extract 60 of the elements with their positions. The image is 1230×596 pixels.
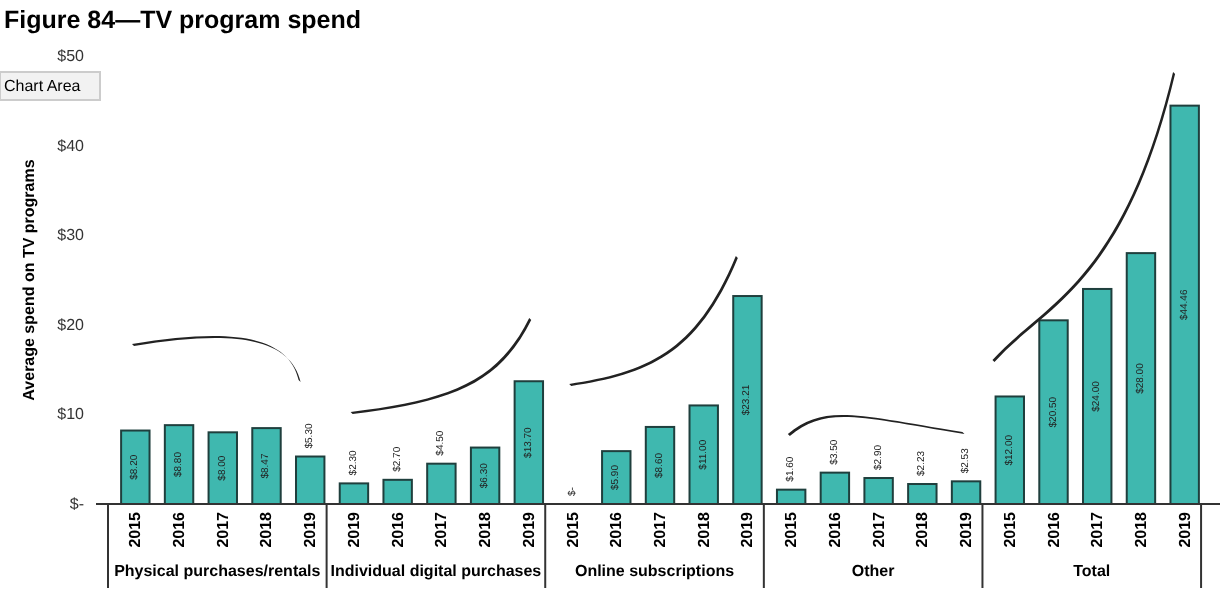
bar xyxy=(1038,319,1069,505)
text: Online subscriptions xyxy=(574,562,736,580)
x-tick-label: 2019 xyxy=(519,510,538,548)
bar xyxy=(120,429,151,505)
x-tick-label: 2015 xyxy=(126,510,145,548)
bar xyxy=(1125,252,1157,505)
x-tick-label: 2016 xyxy=(607,510,626,548)
x-tick-label: 2018 xyxy=(257,510,276,548)
bar xyxy=(163,424,195,505)
bar xyxy=(426,462,457,505)
x-tick-label: 2018 xyxy=(1131,510,1150,548)
x-tick-label: 2015 xyxy=(1000,510,1019,548)
bar xyxy=(295,455,326,505)
x-tick-label: 2017 xyxy=(1088,510,1107,548)
x-tick-label: 2019 xyxy=(344,510,363,548)
bar xyxy=(338,482,370,505)
y-axis-title: Average spend on TV programs xyxy=(20,158,38,401)
y-tick-label: $10 xyxy=(57,405,86,424)
text: Total xyxy=(1073,562,1111,580)
bar xyxy=(819,471,851,505)
chart-title: Figure 84—TV program spend xyxy=(4,6,362,34)
x-tick-label: 2019 xyxy=(301,510,320,548)
y-tick-label: $- xyxy=(69,495,85,513)
x-tick-label: 2019 xyxy=(738,510,757,548)
bar xyxy=(1082,287,1113,505)
text: Chart Area xyxy=(4,77,82,95)
y-tick-label: $50 xyxy=(57,47,86,65)
x-tick-label: 2016 xyxy=(825,510,844,548)
x-tick-label: 2018 xyxy=(913,510,932,548)
bar xyxy=(207,431,238,505)
bar xyxy=(382,478,413,505)
bar xyxy=(688,404,719,505)
bar xyxy=(907,483,938,505)
bar xyxy=(950,480,982,505)
text: Individual digital purchases xyxy=(330,562,543,580)
x-tick-label: 2016 xyxy=(388,510,407,548)
bar xyxy=(251,427,282,505)
bar xyxy=(644,425,676,505)
x-tick-label: 2015 xyxy=(563,510,582,548)
x-tick-label: 2017 xyxy=(651,510,669,548)
x-tick-label: 2018 xyxy=(694,510,713,548)
x-tick-label: 2016 xyxy=(170,510,189,548)
y-tick-label: $30 xyxy=(57,226,86,245)
bar xyxy=(1169,104,1200,505)
y-tick-label: $40 xyxy=(57,136,86,155)
x-tick-label: 2017 xyxy=(432,510,451,548)
x-tick-label: 2015 xyxy=(782,510,801,548)
bar xyxy=(732,295,763,505)
x-tick-label: 2016 xyxy=(1044,510,1063,548)
x-tick-label: 2018 xyxy=(476,510,495,548)
x-tick-label: 2019 xyxy=(1175,510,1194,548)
x-tick-label: 2017 xyxy=(213,510,232,548)
y-tick-label: $20 xyxy=(57,315,86,334)
text: Physical purchases/rentals xyxy=(114,562,322,580)
x-tick-label: 2019 xyxy=(957,510,976,548)
text: Other xyxy=(851,562,895,580)
x-tick-label: 2017 xyxy=(869,510,888,548)
bar xyxy=(513,380,545,505)
bar xyxy=(994,395,1025,505)
bar xyxy=(863,477,894,505)
